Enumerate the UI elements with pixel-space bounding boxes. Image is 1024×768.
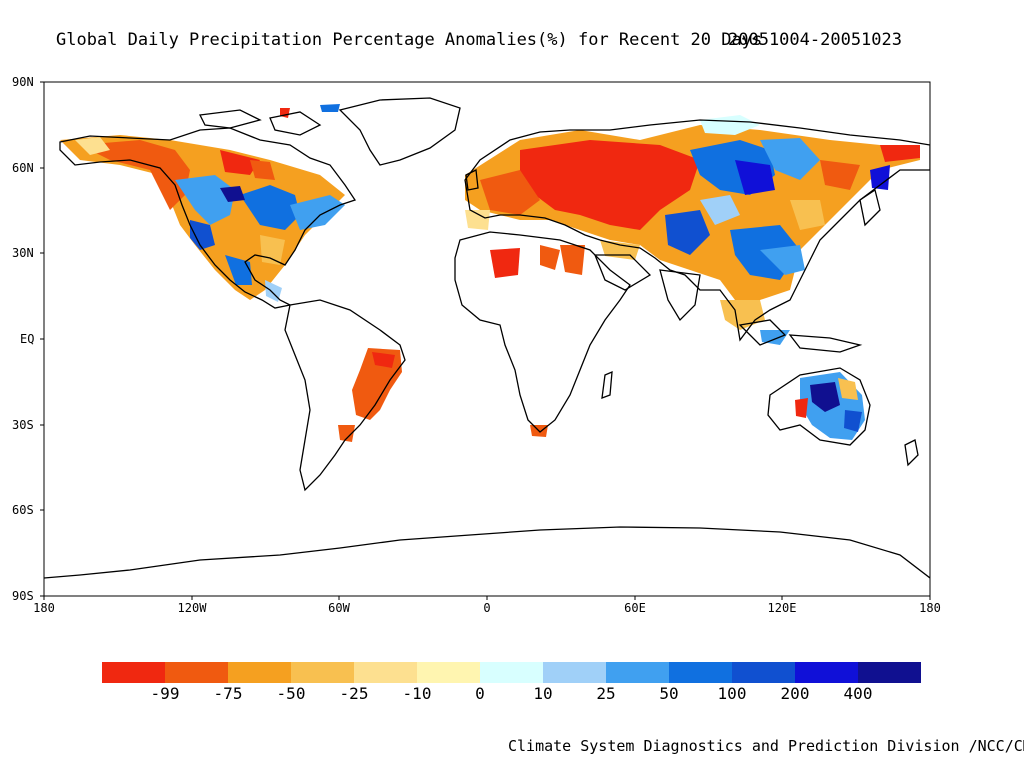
legend-label: 100 <box>718 684 747 703</box>
color-legend: -99 -75 -50 -25 -10 0 10 25 50 100 200 400 <box>102 662 921 703</box>
legend-swatch <box>165 662 228 683</box>
lat-label-30s: 30S <box>12 418 34 432</box>
legend-swatch <box>417 662 480 683</box>
legend-label: 10 <box>533 684 552 703</box>
lon-label-180w: 180 <box>33 601 55 615</box>
lat-axis: 90N 60N 30N EQ 30S 60S 90S <box>12 75 44 603</box>
lat-label-60n: 60N <box>12 161 34 175</box>
lat-label-90n: 90N <box>12 75 34 89</box>
legend-label: 200 <box>781 684 810 703</box>
australia-anomalies <box>795 372 865 440</box>
legend-label: -50 <box>277 684 306 703</box>
lat-label-60s: 60S <box>12 503 34 517</box>
legend-label: 0 <box>475 684 485 703</box>
legend-label: -99 <box>151 684 180 703</box>
legend-swatch <box>795 662 858 683</box>
legend-swatch <box>732 662 795 683</box>
lat-label-30n: 30N <box>12 246 34 260</box>
legend-swatch <box>858 662 921 683</box>
legend-swatch <box>291 662 354 683</box>
coastlines <box>44 97 930 579</box>
legend-swatch <box>669 662 732 683</box>
anomaly-field <box>60 104 920 442</box>
lat-label-eq: EQ <box>20 332 34 346</box>
legend-swatch <box>228 662 291 683</box>
chart-title: Global Daily Precipitation Percentage An… <box>0 30 1024 90</box>
legend-label: -25 <box>340 684 369 703</box>
lon-label-120w: 120W <box>178 601 208 615</box>
lon-label-0: 0 <box>483 601 490 615</box>
south-america-anomalies <box>338 348 402 442</box>
legend-swatch <box>102 662 165 683</box>
legend-swatch <box>606 662 669 683</box>
title-text: Global Daily Precipitation Percentage An… <box>56 30 763 50</box>
lon-label-180e: 180 <box>919 601 941 615</box>
legend-swatch <box>480 662 543 683</box>
legend-label: 50 <box>659 684 678 703</box>
eurasia-anomalies <box>465 115 920 437</box>
date-range: 20051004-20051023 <box>728 30 902 50</box>
legend-label: 25 <box>596 684 615 703</box>
legend-label: 400 <box>844 684 873 703</box>
lat-label-90s: 90S <box>12 589 34 603</box>
lon-label-60e: 60E <box>624 601 646 615</box>
legend-label: -10 <box>403 684 432 703</box>
north-america-anomalies <box>60 104 345 302</box>
credit-text: Climate System Diagnostics and Predictio… <box>508 737 1024 755</box>
legend-swatch <box>354 662 417 683</box>
lon-label-120e: 120E <box>768 601 797 615</box>
legend-swatch <box>543 662 606 683</box>
lon-axis: 180 120W 60W 0 60E 120E 180 <box>33 596 941 615</box>
lon-label-60w: 60W <box>328 601 350 615</box>
legend-label: -75 <box>214 684 243 703</box>
